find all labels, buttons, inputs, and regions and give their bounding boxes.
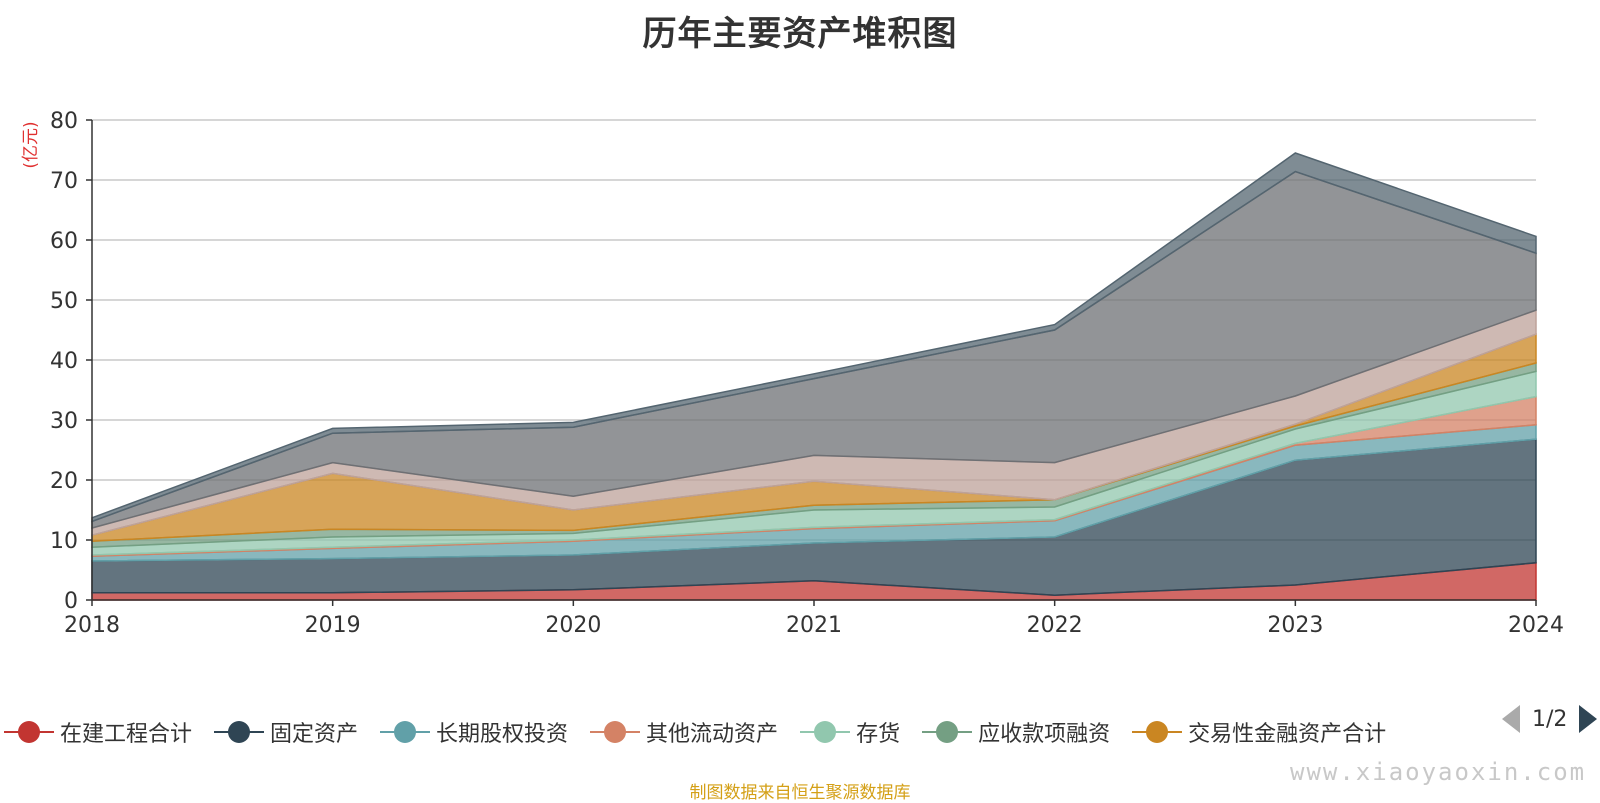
- legend-marker-icon: [4, 719, 54, 745]
- legend-label: 应收款项融资: [978, 722, 1111, 747]
- y-tick-label-5: 50: [50, 289, 78, 314]
- next-page-icon[interactable]: [1579, 705, 1598, 733]
- y-tick-label-7: 70: [50, 169, 78, 194]
- axes: [86, 119, 1537, 606]
- legend-label: 长期股权投资: [436, 722, 569, 747]
- legend-item-6[interactable]: 交易性金融资产合计: [1132, 716, 1386, 748]
- y-axis-unit: (亿元): [21, 121, 41, 168]
- data-source-note: 制图数据来自恒生聚源数据库: [689, 783, 911, 803]
- legend-marker-icon: [800, 719, 851, 745]
- y-tick-label-3: 30: [50, 409, 78, 434]
- y-tick-label-2: 20: [50, 469, 78, 494]
- y-tick-label-1: 10: [50, 529, 78, 554]
- area-series: [91, 152, 1537, 601]
- legend-label: 存货: [856, 722, 901, 747]
- area-series-9[interactable]: [91, 152, 1537, 523]
- previous-page-icon[interactable]: [1502, 705, 1520, 733]
- x-tick-label-2: 2020: [545, 613, 601, 638]
- legend-label: 固定资产: [270, 722, 359, 747]
- x-tick-label-4: 2022: [1027, 613, 1083, 638]
- legend-marker-icon: [380, 719, 431, 745]
- legend: 在建工程合计 固定资产 长期股权投资 其他流动资产 存货 应收款项融资 交易性金融资产合计: [4, 712, 1408, 752]
- y-tick-labels: 0 10 20 30 40 50 60 70 80: [50, 109, 78, 614]
- legend-item-1[interactable]: 固定资产: [214, 716, 358, 748]
- y-tick-label-0: 0: [64, 589, 78, 614]
- legend-item-3[interactable]: 其他流动资产: [590, 716, 778, 748]
- legend-page-number: 1/2: [1532, 706, 1568, 732]
- x-tick-labels: 2018 2019 2020 2021 2022 2023 2024: [64, 613, 1564, 638]
- legend-item-2[interactable]: 长期股权投资: [380, 716, 568, 748]
- legend-pager: 1/2: [1502, 705, 1598, 733]
- legend-marker-icon: [590, 719, 641, 745]
- legend-label: 其他流动资产: [646, 722, 779, 747]
- x-tick-label-6: 2024: [1508, 613, 1564, 638]
- chart-title: 历年主要资产堆积图: [642, 14, 958, 54]
- legend-item-5[interactable]: 应收款项融资: [922, 716, 1110, 748]
- legend-marker-icon: [214, 719, 265, 745]
- legend-item-4[interactable]: 存货: [800, 716, 900, 748]
- legend-item-0[interactable]: 在建工程合计: [4, 716, 192, 748]
- x-tick-label-0: 2018: [64, 613, 120, 638]
- y-tick-label-8: 80: [50, 109, 78, 134]
- x-tick-label-5: 2023: [1267, 613, 1323, 638]
- legend-marker-icon: [1132, 719, 1183, 745]
- legend-label: 交易性金融资产合计: [1188, 722, 1387, 747]
- y-tick-label-6: 60: [50, 229, 78, 254]
- x-tick-label-3: 2021: [786, 613, 842, 638]
- legend-label: 在建工程合计: [60, 722, 193, 747]
- watermark: www.xiaoyaoxin.com: [1290, 758, 1587, 786]
- x-tick-label-1: 2019: [305, 613, 361, 638]
- y-tick-label-4: 40: [50, 349, 78, 374]
- legend-marker-icon: [922, 719, 973, 745]
